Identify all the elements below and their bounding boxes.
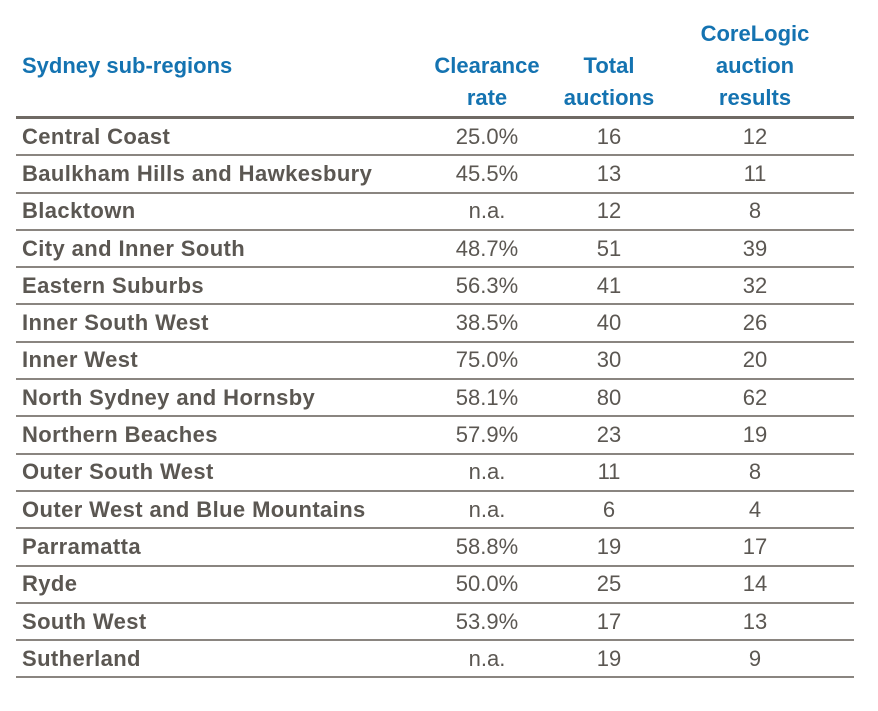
cell-region: Ryde [22,571,78,597]
cell-total-auctions: 11 [597,459,621,485]
cell-region: Central Coast [22,123,171,149]
table-row: Sutherland n.a. 19 9 [16,641,854,679]
cell-clearance-rate: 58.1% [455,384,519,410]
cell-region: Outer South West [22,459,214,485]
cell-region: South West [22,608,147,634]
cell-corelogic-results: 17 [742,533,768,559]
cell-corelogic-results: 20 [742,347,768,373]
table-row: Central Coast 25.0% 16 12 [16,119,854,157]
cell-region: Inner West [22,347,139,373]
header-region: Sydney sub-regions [22,53,233,78]
cell-clearance-rate: n.a. [468,496,506,522]
cell-clearance-rate: n.a. [468,459,506,485]
cell-total-auctions: 40 [596,310,622,336]
cell-total-auctions: 23 [596,422,622,448]
cell-region: Blacktown [22,198,136,224]
cell-total-auctions: 19 [596,533,622,559]
cell-clearance-rate: 50.0% [455,571,519,597]
cell-clearance-rate: 75.0% [455,347,519,373]
cell-region: Eastern Suburbs [22,272,205,298]
cell-corelogic-results: 12 [742,123,768,149]
header-corelogic-results: CoreLogic auction results [700,21,810,110]
cell-region: Parramatta [22,533,141,559]
cell-clearance-rate: n.a. [468,198,506,224]
cell-clearance-rate: 45.5% [455,160,519,186]
table-row: Ryde 50.0% 25 14 [16,567,854,604]
cell-total-auctions: 6 [602,496,616,522]
table-row: Parramatta 58.8% 19 17 [16,529,854,567]
cell-region: Baulkham Hills and Hawkesbury [22,160,373,186]
cell-clearance-rate: 38.5% [455,310,519,336]
table-row: Outer West and Blue Mountains n.a. 6 4 [16,492,854,530]
cell-total-auctions: 41 [596,272,622,298]
table-row: Outer South West n.a. 11 8 [16,455,854,492]
cell-region: Outer West and Blue Mountains [22,496,366,522]
cell-corelogic-results: 26 [742,310,768,336]
cell-clearance-rate: 48.7% [455,235,519,261]
cell-total-auctions: 80 [596,384,622,410]
cell-total-auctions: 17 [596,608,622,634]
cell-clearance-rate: 25.0% [455,123,519,149]
cell-corelogic-results: 8 [748,459,762,485]
cell-corelogic-results: 13 [742,608,768,634]
header-total-auctions: Total auctions [563,53,655,110]
cell-corelogic-results: 14 [742,571,768,597]
table-row: Baulkham Hills and Hawkesbury 45.5% 13 11 [16,156,854,194]
cell-region: City and Inner South [22,235,246,261]
table-row: City and Inner South 48.7% 51 39 [16,231,854,269]
table-row: North Sydney and Hornsby 58.1% 80 62 [16,380,854,418]
cell-total-auctions: 16 [596,123,622,149]
table-row: Blacktown n.a. 12 8 [16,194,854,231]
table-row: South West 53.9% 17 13 [16,604,854,642]
table-header: Sydney sub-regions Clearance rate Total … [16,21,854,119]
cell-corelogic-results: 11 [743,160,767,186]
cell-clearance-rate: 56.3% [455,272,519,298]
cell-total-auctions: 19 [596,645,622,671]
cell-total-auctions: 13 [596,160,622,186]
table-row: Inner South West 38.5% 40 26 [16,305,854,343]
cell-corelogic-results: 9 [748,645,762,671]
cell-clearance-rate: 58.8% [455,533,519,559]
cell-total-auctions: 51 [596,235,622,261]
cell-total-auctions: 25 [596,571,622,597]
cell-clearance-rate: n.a. [468,645,506,671]
cell-total-auctions: 12 [596,198,622,224]
cell-corelogic-results: 32 [742,272,768,298]
cell-region: Sutherland [22,645,141,671]
cell-total-auctions: 30 [596,347,622,373]
table-row: Inner West 75.0% 30 20 [16,343,854,381]
cell-region: Northern Beaches [22,422,218,448]
table-row: Northern Beaches 57.9% 23 19 [16,417,854,455]
cell-clearance-rate: 57.9% [455,422,519,448]
header-clearance-rate: Clearance rate [434,53,540,110]
cell-corelogic-results: 4 [748,496,762,522]
cell-region: North Sydney and Hornsby [22,384,316,410]
cell-clearance-rate: 53.9% [455,608,519,634]
cell-region: Inner South West [22,310,209,336]
cell-corelogic-results: 19 [742,422,768,448]
cell-corelogic-results: 62 [742,384,768,410]
table-row: Eastern Suburbs 56.3% 41 32 [16,268,854,306]
table-body: Central Coast 25.0% 16 12 Baulkham Hills and… [16,119,854,679]
cell-corelogic-results: 8 [748,198,762,224]
auction-results-table: Sydney sub-regions Clearance rate Total … [16,21,854,679]
cell-corelogic-results: 39 [742,235,768,261]
